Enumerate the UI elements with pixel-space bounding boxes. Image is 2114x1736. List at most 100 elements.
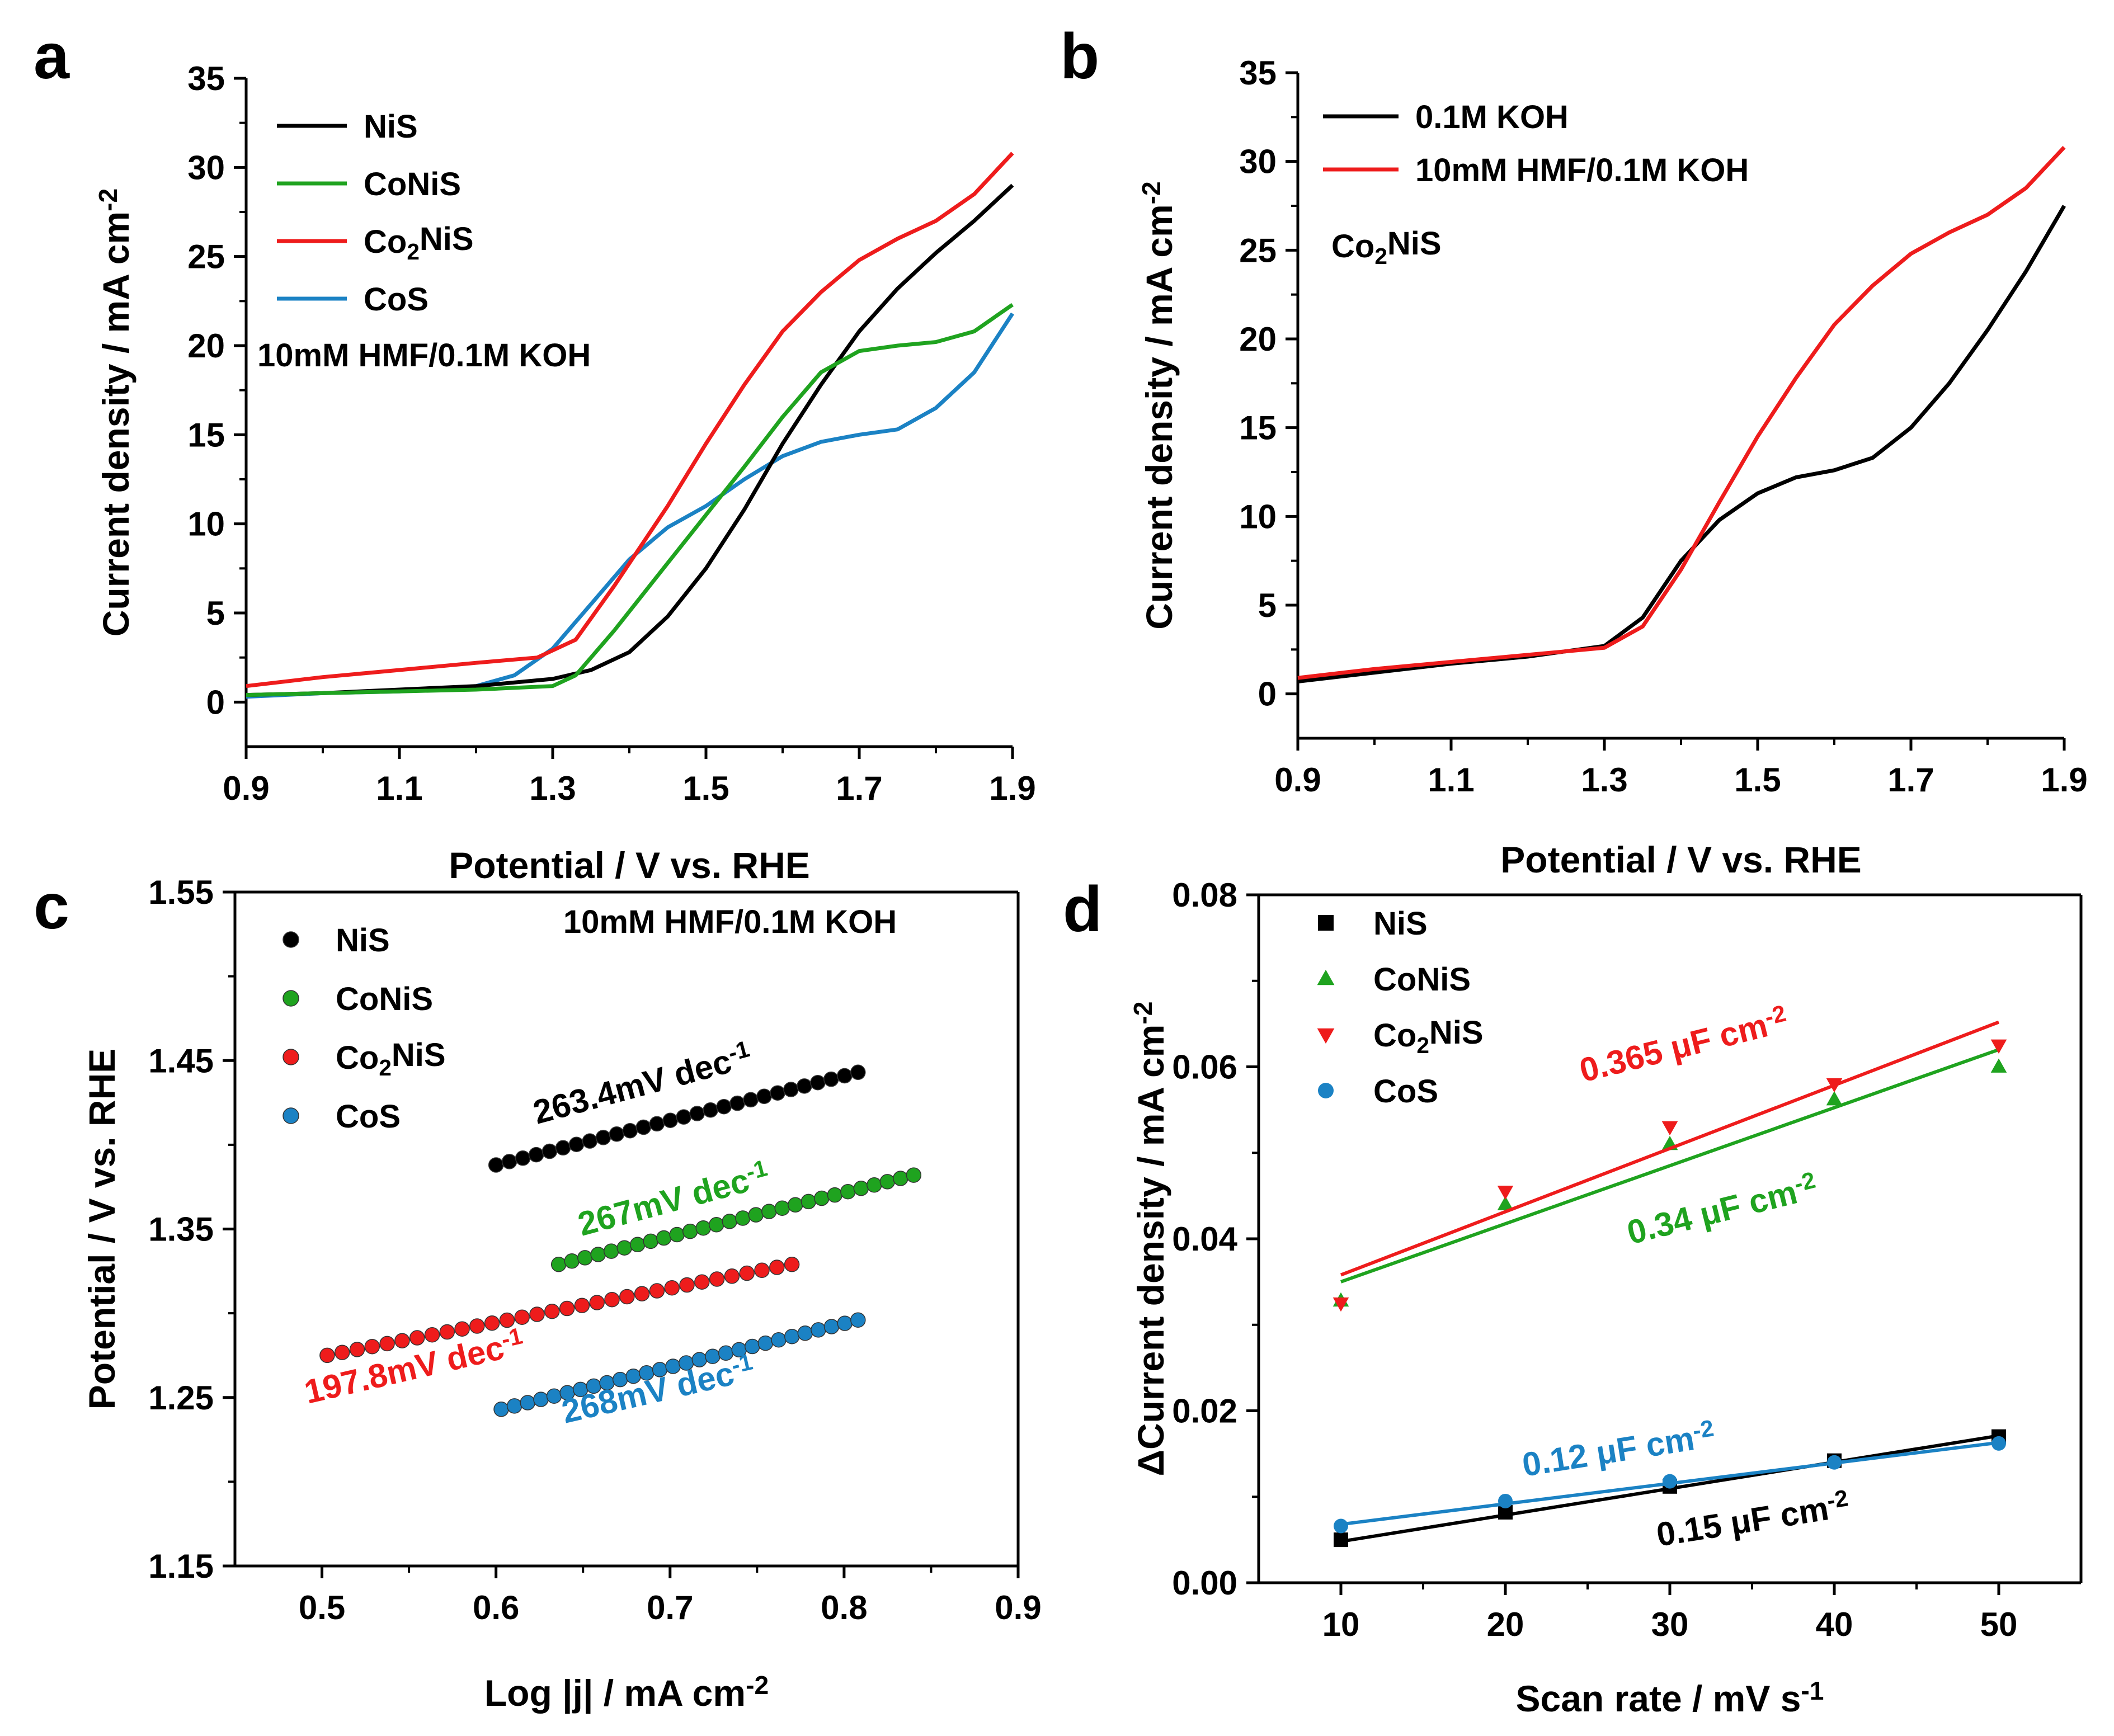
data-point-Co2NiS [1990,1039,2007,1054]
x-tick-label: 1.7 [836,770,882,807]
fit-line-Co2NiS [1340,1020,2000,1277]
legend-marker-CoNiS [1317,969,1335,985]
data-point-CoNiS [550,1257,567,1272]
data-point-Co2NiS [694,1274,710,1290]
data-point-NiS [542,1143,558,1159]
panel-letter-d: d [1063,874,1102,945]
x-tick-label: 1.3 [529,770,576,807]
x-tick-label: 1.9 [989,770,1035,807]
legend-label-CoNiS: CoNiS [364,166,461,202]
y-axis-label: Current density / mA cm-2 [1137,181,1180,629]
data-point-CoNiS [840,1183,856,1200]
data-point-NiS [729,1095,745,1111]
data-point-CoS [757,1335,774,1351]
data-point-CoS [493,1402,509,1417]
y-tick-label: 25 [1239,232,1277,269]
legend-label-NiS: NiS [1373,905,1428,942]
x-tick-label: 0.8 [821,1589,867,1626]
legend-label-CoS: CoS [336,1098,401,1135]
data-point-CoS [1334,1518,1348,1534]
data-point-NiS [850,1064,866,1081]
series-line-NiS [246,183,1014,697]
y-tick-label: 0.02 [1172,1393,1237,1430]
y-tick-label: 1.55 [148,874,214,911]
legend-label-Co2NiS: Co2NiS [336,1037,446,1081]
x-tick-label: 0.9 [995,1589,1041,1626]
y-axis-label: ΔCurrent density / mA cm-2 [1128,1002,1171,1476]
y-tick-label: 0 [206,683,225,721]
capacitance-label-Co2NiS: 0.365 μF cm-2 [1575,1000,1792,1089]
data-point-CoNiS [695,1220,711,1236]
data-point-CoS [1991,1436,2006,1451]
x-tick-label: 20 [1487,1606,1524,1643]
data-point-CoS [784,1328,800,1345]
data-point-CoS [811,1322,826,1338]
data-point-CoS [837,1315,853,1331]
data-point-NiS [743,1092,759,1108]
data-point-Co2NiS [1497,1186,1514,1200]
data-point-NiS [595,1130,611,1145]
data-point-CoS [1663,1474,1677,1489]
y-axis-label: Potential / V vs. RHE [81,1049,123,1410]
legend-label-CoNiS: CoNiS [336,981,433,1017]
data-point-Co2NiS [724,1268,740,1284]
legend-label-CoNiS: CoNiS [1373,961,1471,998]
data-point-Co2NiS [679,1277,695,1293]
data-point-Co2NiS [1826,1078,1843,1093]
y-tick-label: 5 [206,595,225,632]
data-point-Co2NiS [709,1271,725,1287]
data-point-CoNiS [629,1237,646,1253]
y-tick-label: 10 [1239,498,1277,535]
y-tick-label: 20 [187,327,225,365]
data-point-Co2NiS [394,1333,410,1348]
x-tick-label: 1.7 [1887,761,1934,799]
x-tick-label: 0.9 [223,770,269,807]
data-point-Co2NiS [754,1262,770,1279]
legend-marker-CoNiS [283,990,299,1007]
panel-b-axes: 0.9 1.1 1.3 1.5 1.7 1.9 0 5 10 15 20 25 30 35 Potentia… [1137,54,2088,880]
data-point-CoNiS [669,1226,685,1243]
series-line-HMF [1297,145,2066,680]
data-point-NiS [770,1085,785,1101]
data-point-CoNiS [603,1243,619,1259]
x-tick-label: 1.1 [1428,761,1474,799]
series-line-Co2NiS [246,152,1014,688]
data-point-NiS [797,1078,812,1094]
data-point-NiS [555,1140,571,1156]
y-tick-label: 25 [187,238,225,276]
data-point-CoNiS [577,1250,593,1266]
data-point-CoNiS [788,1197,803,1213]
y-tick-label: 1.45 [148,1042,214,1079]
data-point-Co2NiS [589,1295,605,1310]
legend-label-HMF: 10mM HMF/0.1M KOH [1415,152,1749,188]
data-point-CoNiS [748,1207,764,1223]
x-tick-label: 1.3 [1581,761,1627,799]
data-point-NiS [676,1109,691,1125]
data-point-CoNiS [1826,1091,1843,1106]
y-tick-label: 0.06 [1172,1049,1237,1086]
data-point-Co2NiS [364,1338,380,1355]
panel-c-axes: 0.5 0.6 0.7 0.8 0.9 1.15 1.25 1.35 1.45 1.55 Log |… [81,874,1042,1715]
data-point-NiS [689,1106,705,1121]
series-line-KOH [1297,205,2066,683]
data-point-CoS [506,1398,522,1414]
data-point-CoNiS [879,1174,896,1190]
x-axis-label: Potential / V vs. RHE [1500,839,1862,880]
x-tick-label: 1.9 [2041,761,2087,799]
data-point-CoNiS [590,1247,606,1262]
x-tick-label: 0.7 [647,1589,693,1626]
data-point-NiS [501,1154,517,1169]
data-point-Co2NiS [574,1298,590,1313]
legend-label-NiS: NiS [364,108,418,145]
data-point-Co2NiS [454,1321,470,1337]
panel-letter-b: b [1060,21,1099,92]
data-point-Co2NiS [439,1324,455,1340]
x-axis-label: Potential / V vs. RHE [449,845,810,886]
panel-d-axes: 10 20 30 40 50 0.00 0.02 0.04 0.06 0.08 Scan rate … [1128,876,2083,1719]
y-tick-label: 15 [1239,409,1277,447]
data-point-NiS [609,1126,625,1142]
data-point-Co2NiS [334,1345,350,1360]
slope-label-NiS: 263.4mV dec-1 [529,1035,755,1131]
legend-label-Co2NiS: Co2NiS [1373,1015,1484,1058]
